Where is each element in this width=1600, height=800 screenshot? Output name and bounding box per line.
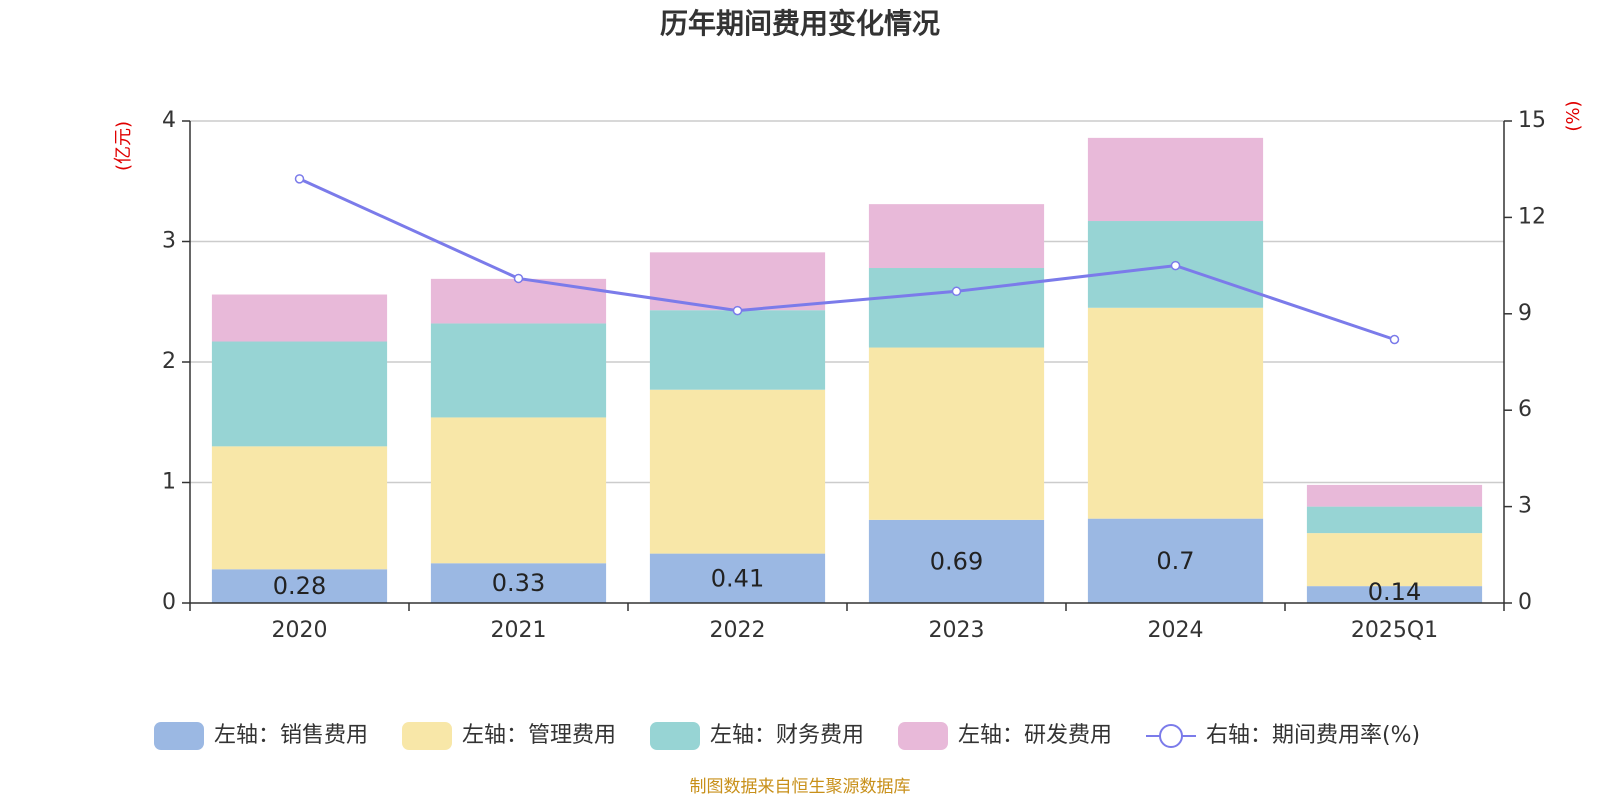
left-axis-tick-label: 1: [162, 470, 176, 495]
bar-segment: [211, 341, 388, 447]
bar-segment: [1306, 484, 1483, 507]
bar-segment: [430, 563, 607, 603]
bar-data-label: 0.28: [273, 572, 326, 600]
right-axis-unit: (%): [1563, 100, 1584, 131]
bar-segment: [1087, 137, 1264, 222]
legend-swatch: [898, 722, 948, 750]
x-axis-tick-label: 2020: [272, 618, 328, 643]
x-axis-tick-label: 2025Q1: [1351, 618, 1438, 643]
right-axis-tick-label: 15: [1518, 108, 1546, 133]
source-note: 制图数据来自恒生聚源数据库: [690, 777, 911, 797]
bar-segment: [868, 204, 1045, 269]
rate-line: [298, 177, 1395, 341]
bar-segment: [430, 323, 607, 418]
left-axis-tick-label: 0: [162, 590, 176, 615]
bar-data-label: 0.69: [930, 547, 983, 575]
rate-line-point: [1170, 260, 1181, 271]
bar-segment: [649, 310, 826, 390]
right-axis-tick-label: 12: [1518, 204, 1546, 229]
bar-segment: [430, 417, 607, 564]
bar-data-label: 0.33: [492, 569, 545, 597]
rate-line-point: [513, 273, 524, 284]
bar-segment: [649, 553, 826, 603]
rate-line-point: [294, 174, 305, 184]
bar-segment: [1087, 518, 1264, 603]
left-axis-unit: (亿元): [113, 121, 134, 171]
legend-label: 左轴：财务费用: [710, 723, 864, 748]
left-axis-tick-label: 4: [162, 108, 176, 133]
chart-title: 历年期间费用变化情况: [660, 7, 940, 40]
bar-segment: [1306, 586, 1483, 603]
rate-line-point: [1389, 334, 1400, 345]
legend-label: 左轴：管理费用: [462, 723, 616, 748]
legend-swatch: [650, 722, 700, 750]
legend-label: 左轴：研发费用: [958, 723, 1112, 748]
legend: 左轴：销售费用 左轴：管理费用 左轴：财务费用 左轴：研发费用 右轴：期间费用率(%): [154, 722, 1420, 750]
x-axis-tick-label: 2021: [491, 618, 547, 643]
bar-segment: [1306, 533, 1483, 587]
bar-series: [211, 137, 1483, 603]
x-axis-tick-label: 2022: [710, 618, 766, 643]
right-axis-tick-label: 6: [1518, 397, 1532, 422]
bar-data-label: 0.41: [711, 564, 764, 592]
bar-segment: [649, 389, 826, 554]
bar-segment: [868, 519, 1045, 603]
bar-segment: [1306, 506, 1483, 534]
bar-segment: [211, 446, 388, 570]
x-axis-tick-label: 2024: [1148, 618, 1204, 643]
bar-segment: [868, 347, 1045, 520]
bar-segment: [211, 569, 388, 603]
rate-line-series: [294, 174, 1400, 345]
bar-segment: [1087, 307, 1264, 519]
bar-segment: [868, 268, 1045, 348]
x-axis-tick-label: 2023: [929, 618, 985, 643]
right-axis-tick-label: 0: [1518, 590, 1532, 615]
bar-segment: [430, 278, 607, 324]
left-axis-tick-label: 2: [162, 349, 176, 374]
legend-label: 右轴：期间费用率(%): [1206, 723, 1420, 748]
legend-swatch-marker: [1159, 724, 1183, 748]
legend-swatch: [154, 722, 204, 750]
left-axis-tick-label: 3: [162, 229, 176, 254]
right-axis-tick-label: 9: [1518, 301, 1532, 326]
bar-data-label: 0.14: [1368, 578, 1421, 606]
grid-lines: [190, 120, 1504, 484]
legend-label: 左轴：销售费用: [214, 723, 368, 748]
legend-swatch: [402, 722, 452, 750]
right-axis-tick-label: 3: [1518, 494, 1532, 519]
data-labels: 0.28 0.33 0.41 0.69 0.7 0.14: [273, 547, 1421, 606]
bar-segment: [211, 294, 388, 342]
rate-line-point: [951, 286, 962, 297]
bar-data-label: 0.7: [1156, 547, 1194, 575]
rate-line-point: [732, 305, 743, 316]
